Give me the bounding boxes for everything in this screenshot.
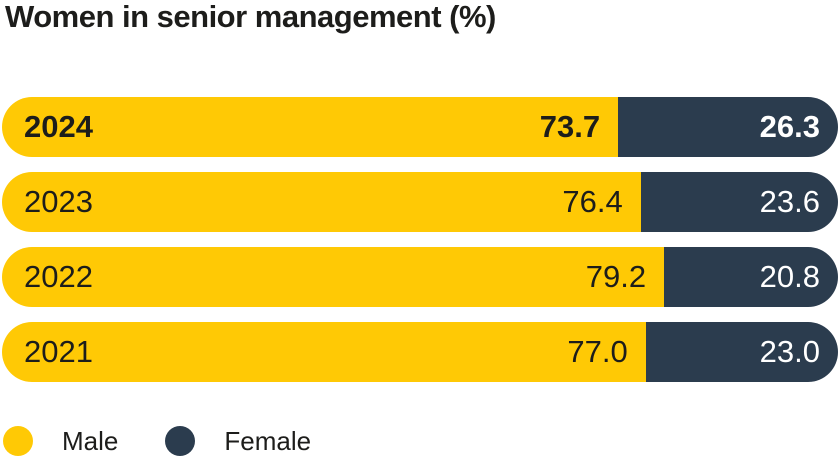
year-label: 2021 (24, 334, 93, 369)
female-segment-2022: 20.8 (664, 247, 838, 307)
legend-item-male: Male (3, 426, 118, 457)
female-segment-2021: 23.0 (645, 322, 838, 382)
bar-row-2024: 2024 73.7 26.3 (2, 97, 838, 157)
male-segment-2022: 2022 79.2 (2, 247, 665, 307)
male-segment-2024: 2024 73.7 (2, 97, 619, 157)
female-value: 23.0 (759, 334, 820, 369)
male-value: 76.4 (562, 184, 623, 219)
male-value: 79.2 (585, 259, 647, 294)
bar-row-2022: 2022 79.2 20.8 (2, 247, 838, 307)
male-segment-2023: 2023 76.4 (2, 172, 641, 232)
year-label: 2024 (24, 109, 93, 144)
female-value: 26.3 (759, 109, 820, 144)
bar-row-2023: 2023 76.4 23.6 (2, 172, 838, 232)
male-value: 73.7 (539, 109, 601, 144)
chart-title: Women in senior management (%) (5, 0, 496, 34)
female-segment-2023: 23.6 (640, 172, 838, 232)
legend: Male Female (3, 426, 311, 456)
male-segment-2021: 2021 77.0 (2, 322, 646, 382)
female-value: 20.8 (759, 259, 820, 294)
year-label: 2023 (24, 184, 93, 219)
legend-label-female: Female (224, 425, 312, 456)
female-segment-2024: 26.3 (618, 97, 838, 157)
male-value: 77.0 (567, 334, 628, 369)
female-swatch-icon (165, 426, 196, 456)
year-label: 2022 (24, 259, 93, 294)
female-value: 23.6 (759, 184, 820, 219)
legend-label-male: Male (62, 425, 119, 456)
legend-item-female: Female (165, 426, 311, 457)
male-swatch-icon (3, 426, 33, 456)
bar-row-2021: 2021 77.0 23.0 (2, 322, 838, 382)
bar-chart: 2024 73.7 26.3 2023 76.4 23.6 2022 79.2 … (2, 97, 838, 397)
